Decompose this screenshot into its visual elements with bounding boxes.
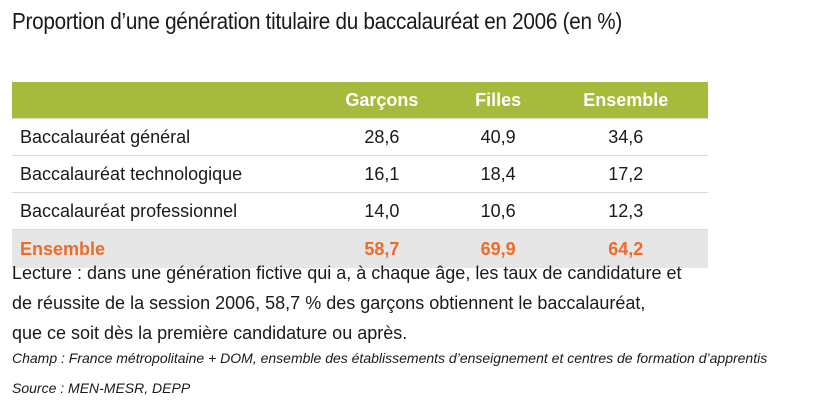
lecture: Lecture : dans une génération fictive qu… xyxy=(12,258,681,348)
title: Proportion d’une génération titulaire du… xyxy=(12,8,622,34)
cell: 34,6 xyxy=(543,118,708,156)
row-label: Baccalauréat professionnel xyxy=(12,192,311,230)
cell: 12,3 xyxy=(543,192,708,230)
cell: 40,9 xyxy=(452,118,544,156)
total-row: Ensemble 58,7 69,9 64,2 xyxy=(12,229,708,268)
table-row: Baccalauréat technologique 16,1 18,4 17,2 xyxy=(12,155,708,193)
row-label: Baccalauréat général xyxy=(12,118,311,156)
champ: Champ : France métropolitaine + DOM, ens… xyxy=(12,350,768,366)
column-header: Filles xyxy=(452,82,544,119)
total-cell: 58,7 xyxy=(311,229,453,268)
header-cell xyxy=(12,82,311,119)
lecture-line: que ce soit dès la première candidature … xyxy=(12,323,408,343)
cell: 10,6 xyxy=(452,192,544,230)
cell: 14,0 xyxy=(311,192,453,230)
source: Source : MEN-MESR, DEPP xyxy=(12,380,191,396)
table-row: Baccalauréat professionnel 14,0 10,6 12,3 xyxy=(12,192,708,230)
total-cell: 69,9 xyxy=(452,229,544,268)
data-table: Garçons Filles Ensemble Baccalauréat génér… xyxy=(12,82,708,268)
cell: 18,4 xyxy=(452,155,544,193)
column-header: Garçons xyxy=(311,82,453,119)
column-header: Ensemble xyxy=(543,82,708,119)
total-cell: 64,2 xyxy=(543,229,708,268)
cell: 28,6 xyxy=(311,118,453,156)
cell: 16,1 xyxy=(311,155,453,193)
row-label: Baccalauréat technologique xyxy=(12,155,311,193)
header-row: Garçons Filles Ensemble xyxy=(12,82,708,119)
cell: 17,2 xyxy=(543,155,708,193)
lecture-line: de réussite de la session 2006, 58,7 % d… xyxy=(12,293,646,313)
total-label: Ensemble xyxy=(12,229,311,268)
lecture-line: Lecture : dans une génération fictive qu… xyxy=(12,263,682,283)
table-row: Baccalauréat général 28,6 40,9 34,6 xyxy=(12,118,708,156)
